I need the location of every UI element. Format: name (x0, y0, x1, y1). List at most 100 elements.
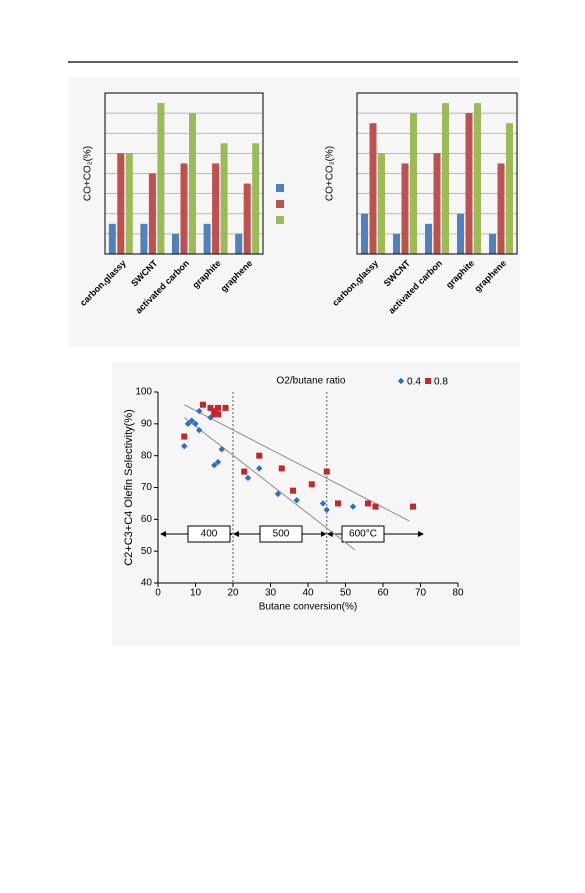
legend-label: 0.8 (434, 377, 448, 388)
bar (442, 103, 449, 254)
data-point (290, 487, 296, 494)
bar (140, 223, 148, 254)
data-point (308, 481, 315, 488)
bar (433, 153, 441, 254)
data-point (188, 417, 195, 424)
data-point (184, 420, 192, 428)
y-tick-label: 40 (141, 578, 153, 589)
legend-label: 0.4 (407, 377, 421, 388)
data-point (211, 411, 218, 418)
plot-frame (104, 92, 264, 255)
chart-title: O2/butane ratio (277, 376, 346, 387)
y-tick-label: 90 (141, 418, 153, 429)
bar (235, 233, 243, 254)
data-point (218, 446, 225, 453)
legend-marker (397, 377, 405, 385)
data-point (293, 497, 300, 504)
data-point (244, 474, 252, 482)
bar (117, 153, 125, 254)
y-axis-label: CO+CO₂(%) (83, 146, 94, 201)
data-point (196, 407, 203, 415)
data-point (207, 404, 214, 411)
data-point (274, 490, 282, 498)
y-tick-label: 80 (141, 450, 153, 461)
trend-line (184, 404, 410, 522)
plot-frame (356, 92, 518, 255)
legend-swatch (276, 216, 284, 224)
annotation: 400 (201, 529, 218, 540)
x-tick-label: 20 (227, 588, 239, 599)
bar (425, 223, 432, 254)
data-point (410, 503, 416, 510)
data-point (319, 500, 327, 507)
bar (378, 153, 385, 254)
x-tick-label: 0 (155, 588, 161, 599)
bar (489, 233, 496, 254)
bar (474, 103, 481, 254)
x-tick-label: 50 (340, 588, 352, 599)
bar (401, 163, 409, 254)
annotation-box (341, 525, 385, 543)
y-axis-label: C2+C3+C4 Olefin Selectivity(%) (123, 409, 135, 566)
bar (497, 163, 505, 254)
data-point (192, 420, 199, 428)
bar (220, 143, 228, 254)
y-tick-label: 100 (135, 387, 152, 398)
data-point (335, 500, 341, 507)
annotation-box (187, 525, 231, 543)
data-point (323, 506, 330, 513)
bar (252, 143, 260, 254)
data-point (211, 462, 218, 469)
data-point (222, 404, 229, 411)
bar (189, 113, 196, 254)
y-axis-label: CO+CO₂(%) (325, 146, 336, 201)
data-point (214, 458, 222, 466)
bar (203, 223, 211, 254)
legend-swatch (276, 200, 284, 208)
data-point (211, 408, 218, 415)
y-tick-label: 70 (141, 482, 153, 493)
bar (243, 183, 251, 254)
data-point (241, 468, 248, 475)
bar (108, 223, 116, 254)
x-tick-label: 60 (377, 588, 389, 599)
data-point (215, 404, 221, 411)
bar (369, 123, 377, 254)
data-point (323, 468, 330, 475)
y-tick-label: 60 (141, 514, 153, 525)
bar (125, 153, 133, 254)
bar (410, 113, 417, 254)
x-tick-label: 30 (265, 588, 277, 599)
data-point (349, 503, 357, 510)
data-point (256, 465, 263, 472)
bar (172, 233, 179, 254)
bar (148, 173, 156, 254)
annotation: 500 (273, 529, 290, 540)
x-tick-label: 10 (190, 588, 202, 599)
bar (506, 123, 513, 254)
data-point (365, 500, 371, 507)
data-point (196, 427, 203, 434)
data-point (200, 401, 206, 408)
data-point (215, 411, 221, 418)
legend-marker (425, 378, 431, 384)
bar (212, 163, 220, 254)
bar (465, 113, 473, 254)
bar (393, 233, 400, 254)
annotation: 600°C (349, 529, 377, 540)
bar (361, 213, 368, 254)
data-point (207, 414, 214, 421)
figure-background (112, 362, 520, 646)
x-tick-label: 80 (452, 588, 464, 599)
x-tick-label: 40 (302, 588, 314, 599)
data-point (256, 452, 263, 459)
x-tick-label: 70 (415, 588, 427, 599)
bar (157, 103, 165, 254)
x-axis-label: Butane conversion(%) (259, 602, 357, 613)
annotation-box (259, 525, 303, 543)
trend-line (183, 417, 356, 551)
bar (457, 213, 464, 254)
data-point (181, 442, 188, 450)
